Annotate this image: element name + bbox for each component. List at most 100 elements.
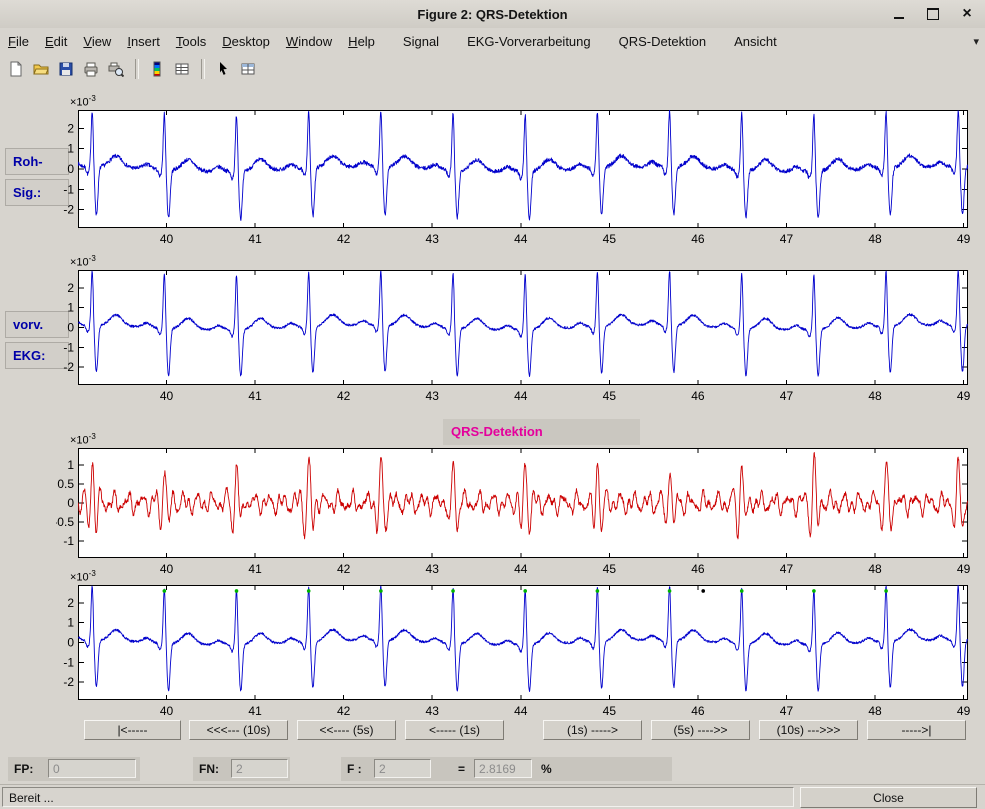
menu-item-insert[interactable]: Insert bbox=[127, 33, 160, 49]
svg-text:44: 44 bbox=[514, 232, 528, 246]
svg-text:0: 0 bbox=[67, 162, 74, 176]
svg-text:2: 2 bbox=[67, 281, 74, 295]
title-bar[interactable]: Figure 2: QRS-Detektion × bbox=[0, 0, 985, 29]
detection-result-plot: 40 41 42 43 44 45 46 47 48 49 2 1 0 -1 -2 bbox=[56, 585, 985, 725]
detection-marker-black bbox=[701, 589, 706, 593]
menu-item-tools[interactable]: Tools bbox=[175, 33, 207, 49]
menu-item-signal[interactable]: Signal bbox=[402, 33, 440, 49]
svg-text:0: 0 bbox=[67, 321, 74, 335]
detection-marker-green bbox=[234, 589, 239, 593]
menu-overflow-icon[interactable]: ▾ bbox=[973, 35, 979, 48]
close-button[interactable]: Close bbox=[800, 787, 977, 808]
nav-forward-end-button[interactable]: ----->| bbox=[867, 720, 966, 740]
f-input[interactable] bbox=[374, 759, 431, 778]
menu-item-desktop[interactable]: Desktop bbox=[222, 33, 270, 49]
menu-item-view[interactable]: View bbox=[83, 33, 112, 49]
preprocessed-label-line1: vorv. bbox=[5, 311, 69, 338]
figure-canvas: Roh- Sig.: vorv. EKG: QRS-Detektion |<--… bbox=[0, 84, 985, 784]
svg-text:42: 42 bbox=[337, 389, 351, 403]
detection-marker-green bbox=[379, 589, 383, 593]
detection-marker-green bbox=[523, 589, 528, 593]
svg-text:47: 47 bbox=[780, 704, 794, 718]
colorbar-icon[interactable] bbox=[145, 57, 169, 81]
property-table-icon[interactable] bbox=[236, 57, 260, 81]
menu-item-qrs-detektion[interactable]: QRS-Detektion bbox=[618, 33, 707, 49]
nav-forward-5s-button[interactable]: (5s) ---->> bbox=[651, 720, 750, 740]
fn-input[interactable] bbox=[231, 759, 288, 778]
svg-text:48: 48 bbox=[868, 232, 882, 246]
axis-exponent-label: ×10-3 bbox=[70, 432, 96, 447]
raw-signal-plot: 40 41 42 43 44 45 46 47 48 49 2 1 0 -1 -2 bbox=[56, 110, 985, 253]
svg-text:43: 43 bbox=[426, 389, 440, 403]
toolbar-separator bbox=[135, 59, 139, 79]
svg-text:-1: -1 bbox=[63, 182, 74, 196]
f-label: F : bbox=[347, 762, 362, 776]
detection-marker-green bbox=[162, 589, 167, 593]
svg-text:1: 1 bbox=[67, 142, 74, 156]
maximize-icon[interactable] bbox=[923, 4, 943, 24]
menu-item-ansicht[interactable]: Ansicht bbox=[734, 33, 777, 49]
status-text: Bereit ... bbox=[9, 791, 54, 805]
svg-text:46: 46 bbox=[691, 704, 705, 718]
svg-text:41: 41 bbox=[248, 562, 262, 576]
nav-back-5s-button[interactable]: <<---- (5s) bbox=[297, 720, 396, 740]
svg-text:44: 44 bbox=[514, 704, 528, 718]
svg-text:-1: -1 bbox=[63, 340, 74, 354]
qrs-detection-heading: QRS-Detektion bbox=[443, 419, 640, 445]
nav-back-10s-button[interactable]: <<<--- (10s) bbox=[189, 720, 288, 740]
save-figure-icon[interactable] bbox=[54, 57, 78, 81]
svg-text:47: 47 bbox=[780, 232, 794, 246]
data-grid-icon[interactable] bbox=[170, 57, 194, 81]
error-rate-input[interactable] bbox=[474, 759, 532, 778]
svg-text:1: 1 bbox=[67, 458, 74, 472]
svg-text:42: 42 bbox=[337, 232, 351, 246]
svg-text:40: 40 bbox=[160, 704, 174, 718]
svg-text:46: 46 bbox=[691, 562, 705, 576]
svg-text:49: 49 bbox=[957, 389, 971, 403]
nav-back-1s-button[interactable]: <----- (1s) bbox=[405, 720, 504, 740]
menu-item-file[interactable]: File bbox=[8, 33, 29, 49]
svg-text:46: 46 bbox=[691, 232, 705, 246]
print-preview-icon[interactable] bbox=[104, 57, 128, 81]
svg-text:1: 1 bbox=[67, 616, 74, 630]
close-icon[interactable]: × bbox=[962, 5, 972, 22]
nav-forward-10s-button[interactable]: (10s) --->>> bbox=[759, 720, 858, 740]
menu-item-help[interactable]: Help bbox=[348, 33, 375, 49]
minimize-icon[interactable] bbox=[889, 4, 909, 24]
svg-text:41: 41 bbox=[248, 389, 262, 403]
svg-text:-2: -2 bbox=[63, 675, 74, 689]
svg-text:41: 41 bbox=[248, 232, 262, 246]
percent-sign: % bbox=[541, 762, 552, 776]
open-file-icon[interactable] bbox=[29, 57, 53, 81]
svg-text:49: 49 bbox=[957, 704, 971, 718]
status-message-field: Bereit ... bbox=[2, 787, 794, 807]
raw-signal-label-line2: Sig.: bbox=[5, 179, 69, 206]
svg-text:45: 45 bbox=[603, 562, 617, 576]
svg-text:-1: -1 bbox=[63, 655, 74, 669]
print-figure-icon[interactable] bbox=[79, 57, 103, 81]
fp-input[interactable] bbox=[48, 759, 136, 778]
menu-item-ekg-vorverarbeitung[interactable]: EKG-Vorverarbeitung bbox=[467, 33, 591, 49]
svg-text:41: 41 bbox=[248, 704, 262, 718]
svg-text:45: 45 bbox=[603, 389, 617, 403]
axis-exponent-label: ×10-3 bbox=[70, 254, 96, 269]
edit-plot-pointer-icon[interactable] bbox=[211, 57, 235, 81]
preprocessed-label-line2: EKG: bbox=[5, 342, 69, 369]
new-document-icon[interactable] bbox=[4, 57, 28, 81]
fn-label: FN: bbox=[199, 762, 219, 776]
preprocessed-ekg-plot: 40 41 42 43 44 45 46 47 48 49 2 1 0 -1 -2 bbox=[56, 270, 985, 410]
svg-text:0.5: 0.5 bbox=[57, 477, 74, 491]
svg-text:40: 40 bbox=[160, 389, 174, 403]
svg-text:43: 43 bbox=[426, 704, 440, 718]
menu-item-window[interactable]: Window bbox=[285, 33, 333, 49]
nav-rewind-start-button[interactable]: |<----- bbox=[84, 720, 181, 740]
detection-marker-green bbox=[451, 589, 455, 593]
svg-text:2: 2 bbox=[67, 596, 74, 610]
raw-signal-label-line1: Roh- bbox=[5, 148, 69, 175]
svg-text:40: 40 bbox=[160, 232, 174, 246]
svg-text:0: 0 bbox=[67, 496, 74, 510]
svg-text:49: 49 bbox=[957, 232, 971, 246]
nav-forward-1s-button[interactable]: (1s) -----> bbox=[543, 720, 642, 740]
axis-exponent-label: ×10-3 bbox=[70, 94, 96, 109]
menu-item-edit[interactable]: Edit bbox=[44, 33, 68, 49]
